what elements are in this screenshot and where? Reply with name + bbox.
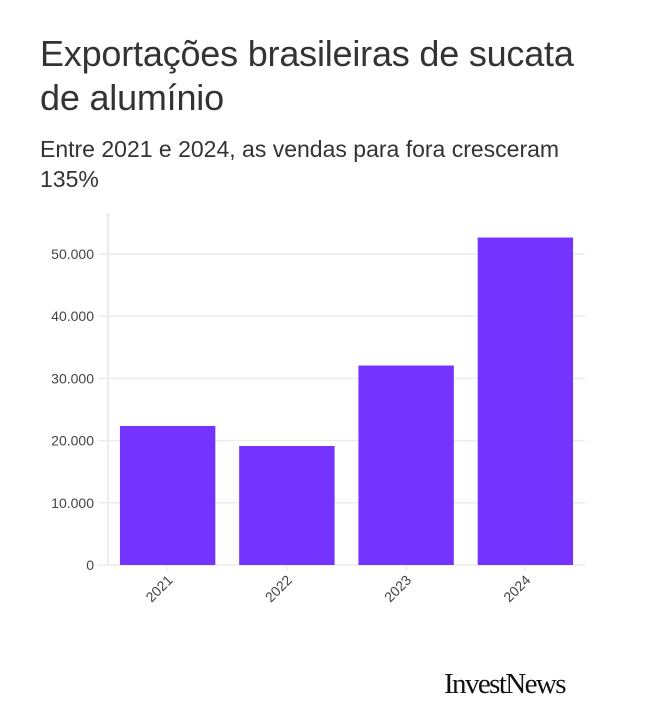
chart-subtitle: Entre 2021 e 2024, as vendas para fora c… bbox=[40, 136, 560, 192]
bar-2024 bbox=[477, 237, 574, 565]
x-tick-label: 2022 bbox=[262, 572, 295, 605]
bar-2022 bbox=[239, 446, 335, 565]
y-tick-label: 40.000 bbox=[51, 308, 94, 324]
y-tick-label: 0 bbox=[86, 557, 94, 573]
bars bbox=[119, 237, 574, 565]
y-tick-label: 20.000 bbox=[51, 433, 94, 449]
bar-2023 bbox=[358, 365, 454, 565]
bar-2021 bbox=[119, 425, 216, 565]
x-tick-label: 2023 bbox=[381, 572, 414, 605]
y-tick-label: 30.000 bbox=[51, 370, 94, 386]
x-tick-label: 2021 bbox=[142, 572, 175, 605]
chart-title: Exportações brasileiras de sucata de alu… bbox=[40, 33, 574, 118]
x-tick-label: 2024 bbox=[500, 572, 533, 605]
bar-chart: 0 10.000 20.000 30.000 40.000 50.000 2021 2022 2… bbox=[51, 212, 585, 605]
investnews-logo: InvestNews bbox=[444, 668, 567, 700]
y-tick-label: 50.000 bbox=[51, 246, 94, 262]
y-tick-label: 10.000 bbox=[51, 495, 94, 511]
